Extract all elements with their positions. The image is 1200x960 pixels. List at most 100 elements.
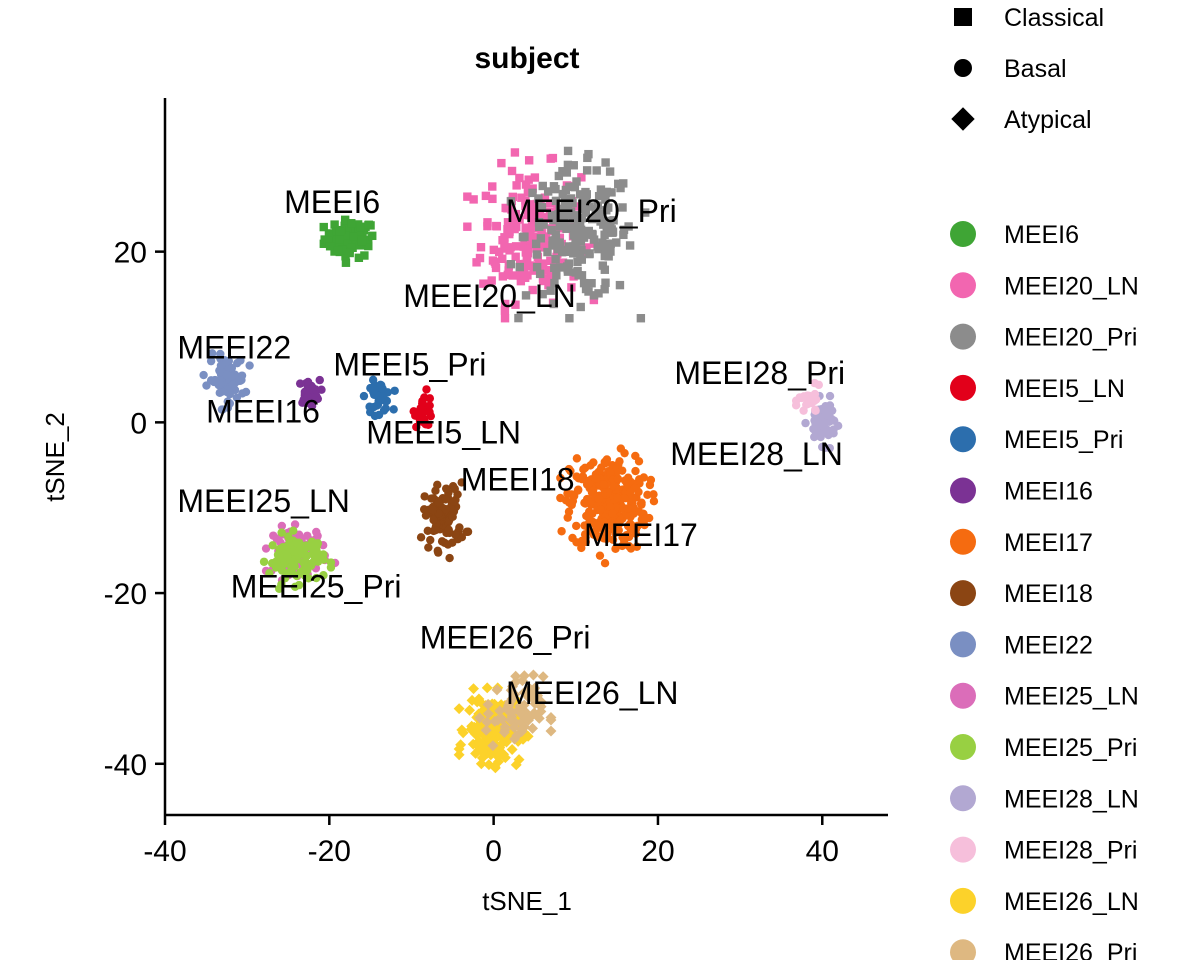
data-point <box>555 221 565 231</box>
data-point <box>261 544 271 553</box>
data-point <box>511 300 520 309</box>
color-swatch <box>950 887 976 914</box>
data-point <box>649 490 658 499</box>
data-point <box>551 230 560 239</box>
data-point <box>489 725 501 736</box>
data-point <box>606 247 615 256</box>
data-point <box>555 241 565 250</box>
data-point <box>614 179 623 189</box>
data-point <box>584 149 593 159</box>
data-point <box>602 224 611 233</box>
data-point <box>509 689 521 701</box>
data-point <box>356 222 365 232</box>
data-point <box>535 269 545 279</box>
data-point <box>624 222 633 231</box>
data-point <box>455 739 467 751</box>
data-point <box>455 523 464 532</box>
y-tick-label: -40 <box>104 749 147 782</box>
data-point <box>570 229 579 239</box>
data-point <box>568 198 577 208</box>
series-meei5-pri <box>359 375 399 421</box>
data-point <box>557 247 567 257</box>
data-point <box>543 187 553 196</box>
data-point <box>547 225 556 235</box>
data-point <box>519 242 528 251</box>
axes: -40 -20 0 20 40 -40 -20 0 20 <box>104 98 888 868</box>
data-point <box>441 484 451 493</box>
data-point <box>508 721 520 733</box>
cluster-label: MEEI26_LN <box>506 675 679 711</box>
data-point <box>558 189 567 199</box>
data-point <box>506 259 516 269</box>
data-point <box>529 682 541 694</box>
cluster-label: MEEI26_Pri <box>420 620 591 656</box>
data-point <box>481 682 493 694</box>
data-point <box>474 736 486 748</box>
data-point <box>548 153 558 163</box>
data-point <box>534 194 543 203</box>
data-point <box>302 543 311 552</box>
data-point <box>606 468 615 477</box>
data-point <box>528 184 537 193</box>
data-point <box>555 204 564 214</box>
data-point <box>613 493 622 503</box>
data-point <box>631 451 640 461</box>
data-point <box>609 216 618 225</box>
data-point <box>527 214 537 224</box>
data-point <box>551 196 561 206</box>
data-point <box>310 552 319 561</box>
data-point <box>292 538 301 547</box>
data-point <box>303 392 313 401</box>
data-point <box>329 236 339 246</box>
data-point <box>522 685 534 697</box>
data-point <box>508 271 517 280</box>
data-point <box>497 158 506 168</box>
data-point <box>453 703 465 715</box>
data-point <box>441 504 451 514</box>
data-point <box>585 202 594 211</box>
data-point <box>561 496 571 505</box>
data-point <box>303 377 313 387</box>
x-axis-title: tSNE_1 <box>482 886 572 916</box>
data-point <box>315 375 324 385</box>
data-point <box>290 582 300 592</box>
cluster-label: MEEI16 <box>206 393 320 429</box>
cluster-label: MEEI20_Pri <box>506 193 677 229</box>
series-meei20-pri <box>506 146 650 323</box>
data-point <box>445 553 454 563</box>
data-point <box>463 222 472 231</box>
data-point <box>488 194 497 204</box>
data-point <box>282 542 291 551</box>
data-point <box>571 241 580 251</box>
data-point <box>626 525 635 534</box>
data-point <box>420 492 429 501</box>
data-point <box>475 758 487 770</box>
color-legend-item: MEEI22 <box>950 631 1093 659</box>
data-point <box>522 255 532 264</box>
diamond-icon <box>951 107 975 131</box>
data-point <box>515 717 527 729</box>
data-point <box>643 490 652 500</box>
data-point <box>556 473 565 483</box>
data-point <box>532 250 542 259</box>
data-point <box>591 520 600 530</box>
data-point <box>307 401 317 411</box>
data-point <box>572 521 581 531</box>
data-point <box>604 252 613 261</box>
data-point <box>585 249 594 259</box>
data-point <box>479 279 488 288</box>
data-point <box>507 205 516 214</box>
data-point <box>512 181 521 190</box>
data-point <box>591 206 601 215</box>
data-point <box>485 749 497 761</box>
color-legend-item: MEEI17 <box>950 528 1093 557</box>
data-point <box>324 229 334 238</box>
data-point <box>492 714 504 726</box>
data-point <box>490 257 500 267</box>
data-point <box>208 349 217 358</box>
data-point <box>425 401 434 410</box>
data-point <box>600 558 610 568</box>
data-point <box>354 227 363 236</box>
data-point <box>335 235 344 244</box>
data-point <box>518 232 528 242</box>
